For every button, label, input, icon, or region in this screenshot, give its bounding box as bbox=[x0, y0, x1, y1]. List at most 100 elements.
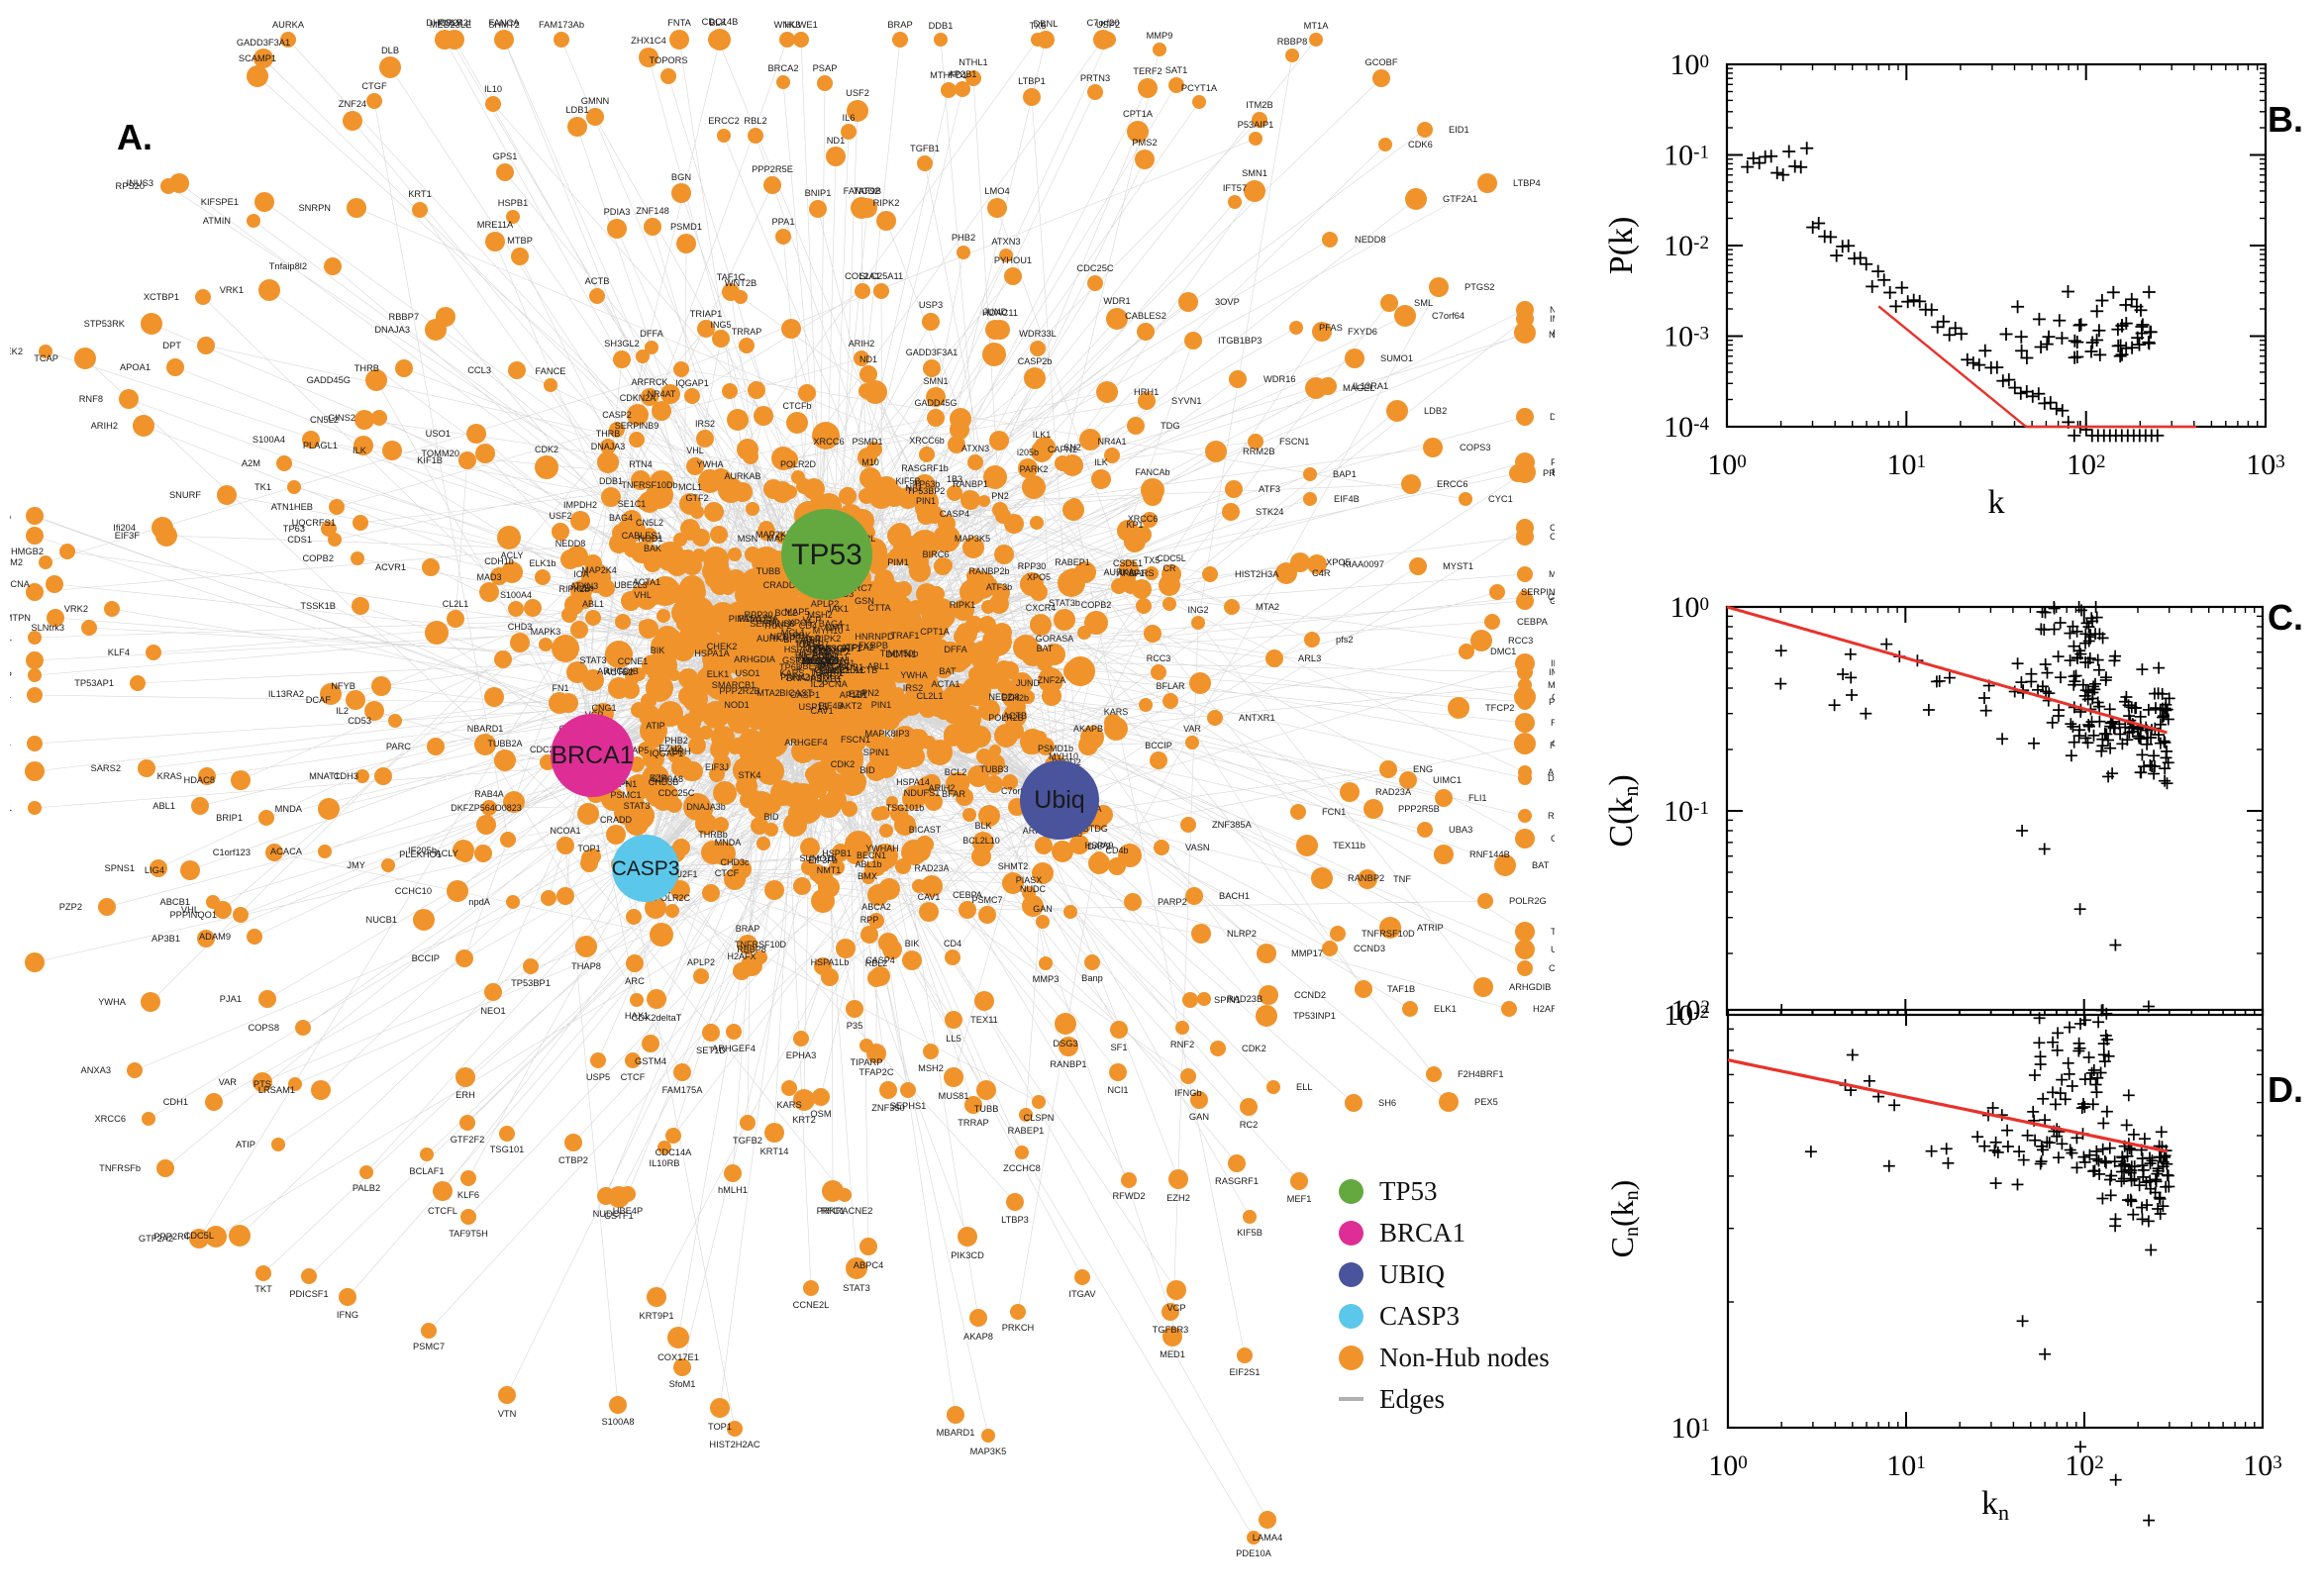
svg-text:TFAP2C: TFAP2C bbox=[858, 1067, 893, 1077]
svg-text:STP53RK: STP53RK bbox=[84, 319, 126, 329]
svg-text:ADAM9: ADAM9 bbox=[199, 932, 231, 942]
svg-text:CTCFL: CTCFL bbox=[428, 1206, 457, 1216]
svg-text:GORASA: GORASA bbox=[1036, 634, 1074, 644]
svg-text:RRM2B: RRM2B bbox=[1243, 447, 1275, 456]
svg-text:IQGAP1: IQGAP1 bbox=[675, 378, 709, 388]
svg-text:XPO5: XPO5 bbox=[1027, 572, 1051, 582]
svg-text:EIF3J: EIF3J bbox=[705, 762, 729, 772]
svg-text:GADD45G: GADD45G bbox=[307, 375, 351, 385]
svg-text:PCYT1A: PCYT1A bbox=[1181, 83, 1218, 93]
svg-text:ATXN3: ATXN3 bbox=[991, 237, 1020, 247]
svg-text:DNAJA3: DNAJA3 bbox=[591, 442, 626, 451]
svg-text:KLF4: KLF4 bbox=[108, 648, 130, 657]
svg-text:CRADD: CRADD bbox=[600, 815, 633, 825]
svg-text:EPHA3: EPHA3 bbox=[786, 1050, 817, 1060]
svg-text:CDH1b: CDH1b bbox=[484, 556, 514, 566]
svg-text:NFYB: NFYB bbox=[331, 681, 355, 691]
svg-text:MTPN: MTPN bbox=[10, 613, 31, 623]
svg-text:CDHA4: CDHA4 bbox=[1551, 834, 1555, 844]
svg-text:IMPDH2: IMPDH2 bbox=[1549, 667, 1555, 677]
svg-text:PSM: PSM bbox=[812, 650, 832, 660]
svg-text:CDK6: CDK6 bbox=[1408, 140, 1433, 150]
svg-text:CASP4: CASP4 bbox=[865, 955, 895, 965]
svg-text:PPP2R5E: PPP2R5E bbox=[752, 164, 793, 174]
svg-text:ND1: ND1 bbox=[859, 354, 877, 364]
svg-text:HIPK1: HIPK1 bbox=[10, 690, 11, 700]
svg-text:SPIN1: SPIN1 bbox=[863, 748, 890, 757]
svg-text:101: 101 bbox=[1886, 1449, 1926, 1482]
svg-text:PSMD1: PSMD1 bbox=[852, 437, 882, 447]
svg-text:ACACA: ACACA bbox=[270, 847, 303, 856]
svg-text:PCNA: PCNA bbox=[822, 679, 848, 689]
svg-text:MT1A: MT1A bbox=[1304, 21, 1330, 31]
svg-text:GADD3F3A1: GADD3F3A1 bbox=[237, 38, 290, 48]
svg-text:ERCC6: ERCC6 bbox=[1437, 479, 1468, 489]
svg-text:BID: BID bbox=[763, 812, 779, 822]
svg-text:IFNG: IFNG bbox=[337, 1310, 358, 1320]
svg-text:SMG1: SMG1 bbox=[10, 803, 12, 813]
svg-text:HSPA1Lb: HSPA1Lb bbox=[811, 957, 850, 967]
svg-text:HIST2H3A: HIST2H3A bbox=[1235, 569, 1279, 579]
svg-text:PFAS: PFAS bbox=[1319, 323, 1343, 333]
svg-text:10-4: 10-4 bbox=[1664, 411, 1709, 444]
svg-text:NBARD1: NBARD1 bbox=[467, 724, 504, 734]
svg-text:FAM101B: FAM101B bbox=[1550, 741, 1555, 750]
svg-text:ARHGDIA: ARHGDIA bbox=[734, 654, 776, 664]
svg-text:APLP2: APLP2 bbox=[811, 599, 840, 609]
svg-text:CCND3: CCND3 bbox=[1354, 944, 1385, 953]
svg-text:EIF3F: EIF3F bbox=[115, 531, 141, 541]
svg-text:GPS1: GPS1 bbox=[493, 151, 518, 161]
svg-text:AP2B1: AP2B1 bbox=[949, 69, 977, 79]
svg-text:PRTN3: PRTN3 bbox=[1080, 73, 1110, 83]
svg-text:PSMC7: PSMC7 bbox=[413, 1342, 445, 1351]
svg-text:ANTXR1: ANTXR1 bbox=[1239, 713, 1275, 723]
svg-text:FXYD6: FXYD6 bbox=[1348, 327, 1377, 337]
svg-text:RFC1: RFC1 bbox=[821, 1206, 845, 1216]
svg-text:NCI1: NCI1 bbox=[1107, 1085, 1128, 1095]
svg-text:CD4: CD4 bbox=[944, 939, 961, 948]
svg-text:TUBB: TUBB bbox=[757, 566, 781, 576]
svg-text:TSG101b: TSG101b bbox=[886, 803, 925, 813]
svg-text:ABCA2: ABCA2 bbox=[861, 902, 891, 912]
svg-text:STK24: STK24 bbox=[1256, 507, 1283, 517]
svg-text:LTBP4: LTBP4 bbox=[1513, 178, 1541, 188]
svg-text:GAN: GAN bbox=[1033, 904, 1053, 914]
svg-text:GADD45G: GADD45G bbox=[914, 398, 957, 408]
svg-text:KLF6: KLF6 bbox=[457, 1190, 479, 1200]
svg-text:OSM: OSM bbox=[810, 1109, 831, 1119]
svg-text:ELK1b: ELK1b bbox=[529, 558, 556, 568]
svg-text:TP63: TP63 bbox=[283, 524, 305, 534]
svg-text:100: 100 bbox=[1708, 1449, 1748, 1482]
svg-text:VAR: VAR bbox=[1183, 724, 1201, 734]
svg-text:YWHA: YWHA bbox=[98, 997, 127, 1007]
svg-text:AP3B1: AP3B1 bbox=[152, 934, 180, 944]
svg-text:PPP2R4: PPP2R4 bbox=[153, 1232, 189, 1242]
svg-text:HMGB2: HMGB2 bbox=[11, 547, 44, 556]
svg-text:SH3GL2: SH3GL2 bbox=[604, 339, 640, 349]
svg-text:RBL2: RBL2 bbox=[744, 116, 766, 126]
svg-text:DSG3: DSG3 bbox=[1053, 1039, 1077, 1048]
svg-text:S100A4: S100A4 bbox=[252, 435, 285, 445]
svg-text:TAF1B: TAF1B bbox=[1387, 984, 1415, 994]
svg-text:CTCF: CTCF bbox=[715, 868, 740, 878]
svg-text:ACTB2: ACTB2 bbox=[604, 667, 633, 677]
svg-text:NLRP2: NLRP2 bbox=[1227, 929, 1257, 939]
svg-text:RNF144B: RNF144B bbox=[1469, 849, 1510, 859]
svg-text:IL2b: IL2b bbox=[576, 583, 594, 593]
svg-text:FLI1: FLI1 bbox=[1468, 793, 1487, 803]
svg-text:RNF2: RNF2 bbox=[1170, 1040, 1194, 1049]
svg-text:TOP1: TOP1 bbox=[708, 1422, 732, 1432]
svg-text:NOD1: NOD1 bbox=[638, 534, 662, 544]
svg-text:MNDA: MNDA bbox=[275, 804, 303, 814]
svg-text:CASP7: CASP7 bbox=[799, 640, 829, 649]
svg-text:DAP3: DAP3 bbox=[1087, 842, 1111, 851]
svg-text:TOMM20: TOMM20 bbox=[421, 449, 459, 458]
svg-text:MED23LE: MED23LE bbox=[430, 20, 471, 30]
svg-text:ING2: ING2 bbox=[1187, 605, 1208, 615]
svg-text:BRCA2: BRCA2 bbox=[767, 63, 798, 73]
svg-text:STAT3b: STAT3b bbox=[1049, 598, 1080, 608]
svg-text:POLR2D: POLR2D bbox=[780, 459, 817, 469]
svg-text:ATXN3: ATXN3 bbox=[961, 444, 989, 453]
svg-text:IL10RA: IL10RA bbox=[1551, 658, 1555, 668]
svg-text:CDK2: CDK2 bbox=[535, 445, 558, 454]
